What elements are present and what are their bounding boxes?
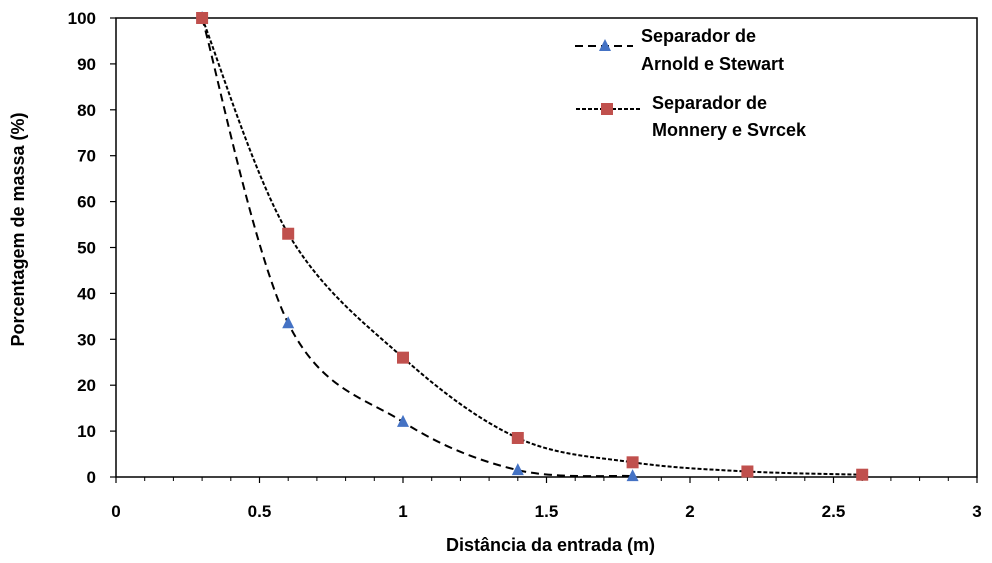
y-tick-label: 0: [87, 468, 96, 487]
series-line: [201, 17, 633, 478]
square-marker: [856, 468, 869, 481]
square-marker: [511, 431, 524, 444]
legend-label-line1: Separador de: [652, 93, 767, 113]
x-tick-label: 1.5: [535, 502, 559, 521]
square-marker: [626, 456, 639, 469]
x-tick-label: 0.5: [248, 502, 272, 521]
y-tick-label: 70: [77, 147, 96, 166]
legend-item-2: Separador de Monnery e Svrcek: [576, 93, 807, 140]
series-line: [201, 17, 863, 476]
x-tick-label: 3: [972, 502, 981, 521]
legend-item-1: Separador de Arnold e Stewart: [575, 26, 784, 74]
x-tick-label: 0: [111, 502, 120, 521]
legend-label-line1: Separador de: [641, 26, 756, 46]
legend-label-line2: Arnold e Stewart: [641, 54, 784, 74]
triangle-marker: [397, 414, 409, 427]
y-tick-labels: 0 10 20 30 40 50 60 70 80 90 100: [68, 9, 96, 487]
y-tick-label: 80: [77, 101, 96, 120]
square-marker: [196, 12, 209, 24]
square-marker: [282, 227, 295, 240]
square-marker: [741, 465, 754, 478]
y-tick-label: 10: [77, 422, 96, 441]
x-tick-label: 1: [398, 502, 407, 521]
y-tick-label: 30: [77, 330, 96, 349]
legend-label-line2: Monnery e Svrcek: [652, 120, 807, 140]
axes: [115, 17, 978, 478]
series-1: [196, 11, 639, 482]
triangle-marker: [282, 316, 295, 329]
x-tick-label: 2.5: [822, 502, 846, 521]
y-tick-label: 40: [77, 284, 96, 303]
square-marker: [397, 351, 409, 364]
series-2: [196, 12, 869, 481]
y-tick-label: 100: [68, 9, 96, 28]
y-tick-label: 90: [77, 55, 96, 74]
series-layer: [196, 11, 869, 482]
triangle-marker: [511, 463, 524, 476]
tick-marks: [110, 17, 978, 483]
triangle-marker: [626, 469, 639, 482]
y-tick-label: 20: [77, 376, 96, 395]
plot-area-frame: [115, 17, 978, 478]
y-axis-title: Porcentagem de massa (%): [8, 112, 28, 346]
x-tick-label: 2: [685, 502, 694, 521]
legend-marker: [601, 103, 613, 115]
x-axis-title: Distância da entrada (m): [446, 535, 655, 555]
y-tick-label: 50: [77, 239, 96, 258]
legend-marker: [599, 39, 611, 51]
y-tick-label: 60: [77, 193, 96, 212]
x-tick-labels: 0 0.5 1 1.5 2 2.5 3: [111, 502, 981, 521]
